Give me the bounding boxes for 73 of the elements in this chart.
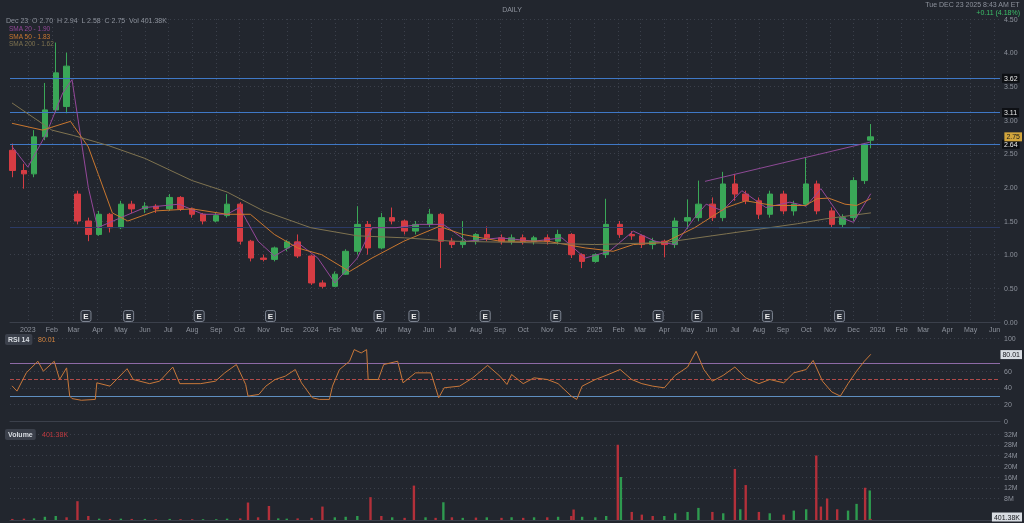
candlestick [427,208,433,229]
bar [76,501,79,520]
candlestick [74,190,81,225]
annotation: E [764,312,771,321]
bar [369,497,372,520]
annotation: E [196,312,203,321]
annotation: E [83,312,90,321]
candlestick [720,171,726,222]
line-series [11,120,872,272]
candlestick [21,163,27,190]
candlestick [617,220,623,239]
bar [424,517,427,520]
bar [485,517,488,520]
bar [855,503,858,520]
bar [344,516,347,520]
bar [356,515,359,520]
bar [310,517,313,520]
bar [546,517,549,520]
candlestick [260,254,267,262]
bar [65,517,68,520]
bar [510,517,513,520]
annotation: E [411,312,418,321]
candlestick [861,142,868,185]
bar [686,511,689,520]
bar [403,517,406,520]
bar [711,511,714,520]
bar [442,502,445,520]
annotation: E [267,312,274,321]
bar [697,507,700,520]
candlestick [684,198,691,230]
candlestick [85,217,92,242]
bar [391,517,394,520]
candlestick [213,212,219,223]
annotation: E [125,312,132,321]
candlestick [867,123,874,149]
bar [663,515,666,520]
bar [321,506,324,520]
bar [594,517,597,520]
bar [256,517,260,520]
candlestick [9,143,16,178]
candlestick [829,207,835,229]
candlestick [63,52,70,114]
candlestick [354,205,361,256]
candlestick [850,176,857,222]
candlestick [31,129,37,178]
annotation: E [376,312,383,321]
bar [651,515,654,520]
annotation: E [655,312,662,321]
annotation: E [553,312,560,321]
candlestick [319,279,326,289]
candlestick [308,254,315,286]
bar [532,517,536,520]
line-series [11,349,872,401]
candlestick [53,42,59,114]
annotation: E [694,312,701,321]
bar [380,515,383,520]
line-series [11,79,872,284]
bar [572,509,575,520]
bar [500,517,503,520]
bar [450,517,454,520]
candlestick [128,200,135,214]
candlestick [248,239,254,262]
line-series [11,102,872,246]
candlestick [484,225,490,242]
annotation: E [482,312,489,321]
candlestick [389,207,395,225]
bar [333,517,337,520]
candlestick [378,212,385,250]
annotation: E [836,312,843,321]
candlestick [732,173,738,202]
candlestick [803,156,809,207]
candlestick [629,230,635,241]
bar [434,517,437,520]
